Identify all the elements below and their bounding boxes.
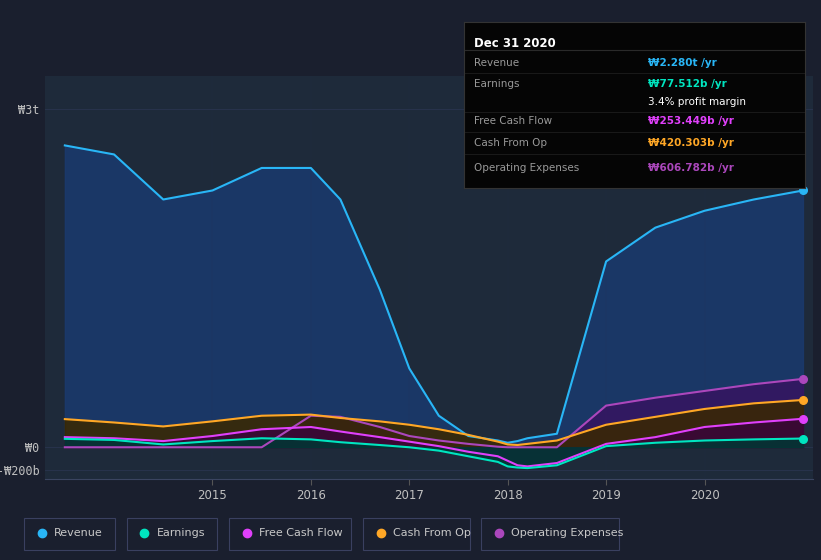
Text: Earnings: Earnings — [474, 78, 520, 88]
Text: ₩606.782b /yr: ₩606.782b /yr — [648, 163, 734, 173]
Text: Earnings: Earnings — [157, 528, 205, 538]
Text: Cash From Op: Cash From Op — [474, 138, 547, 148]
Text: Dec 31 2020: Dec 31 2020 — [474, 38, 556, 50]
Point — [796, 395, 810, 404]
Text: Revenue: Revenue — [474, 58, 519, 68]
Text: 3.4% profit margin: 3.4% profit margin — [648, 97, 745, 107]
Point — [796, 186, 810, 195]
Text: ₩420.303b /yr: ₩420.303b /yr — [648, 138, 734, 148]
Text: ₩253.449b /yr: ₩253.449b /yr — [648, 116, 734, 125]
Text: ₩77.512b /yr: ₩77.512b /yr — [648, 78, 727, 88]
Text: Operating Expenses: Operating Expenses — [474, 163, 580, 173]
Text: Free Cash Flow: Free Cash Flow — [474, 116, 553, 125]
Point — [796, 414, 810, 423]
Text: Revenue: Revenue — [54, 528, 103, 538]
Text: Cash From Op: Cash From Op — [393, 528, 471, 538]
Text: ₩2.280t /yr: ₩2.280t /yr — [648, 58, 717, 68]
Text: Free Cash Flow: Free Cash Flow — [259, 528, 343, 538]
Point — [796, 434, 810, 443]
Text: Operating Expenses: Operating Expenses — [511, 528, 624, 538]
Point — [796, 375, 810, 384]
